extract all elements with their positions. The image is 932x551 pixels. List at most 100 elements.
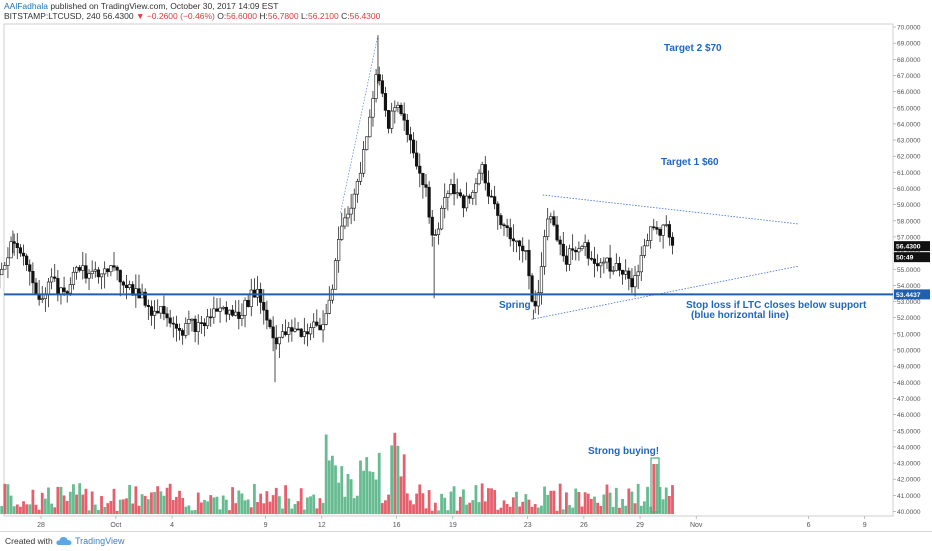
volume-bar <box>243 500 247 514</box>
volume-bar <box>502 500 506 514</box>
candle-body <box>611 270 615 272</box>
volume-bar <box>558 483 562 514</box>
candle-body <box>393 107 397 112</box>
volume-bar <box>53 507 57 514</box>
volume-bar <box>580 506 584 514</box>
volume-bar <box>87 510 91 514</box>
candle-body <box>206 316 210 327</box>
low-label: L: <box>300 11 309 21</box>
volume-bar <box>474 485 478 514</box>
candle-body <box>530 275 534 302</box>
candle-body <box>21 252 26 257</box>
candle-body <box>340 225 344 240</box>
y-tick-label: 69.0000 <box>897 41 921 48</box>
volume-bar <box>652 464 656 514</box>
volume-bar <box>462 489 465 514</box>
candle-body <box>293 328 297 332</box>
candle-body <box>50 276 54 283</box>
volume-bar <box>483 501 487 514</box>
volume-bar <box>296 501 300 514</box>
volume-bar <box>468 502 472 514</box>
volume-bar <box>178 490 181 514</box>
triangle-trendline <box>531 265 800 320</box>
footer: Created with TradingView <box>0 531 932 551</box>
candle-body <box>271 326 275 339</box>
y-tick-label: 64.0000 <box>897 121 921 128</box>
candle-body <box>645 240 650 247</box>
volume-bar <box>134 486 138 514</box>
candle-body <box>433 234 437 236</box>
candle-body <box>268 319 272 328</box>
candle-body <box>212 308 216 318</box>
candle-body <box>390 110 394 129</box>
countdown-badge-bg <box>894 252 930 263</box>
candle-body <box>259 288 263 303</box>
candle-body <box>670 236 675 246</box>
price-chart[interactable]: 40.0000 41.0000 42.0000 43.0000 44.0000 45.00… <box>0 22 932 530</box>
candle-body <box>327 299 331 314</box>
candle-body <box>664 224 668 226</box>
volume-bar <box>671 485 674 514</box>
candle-body <box>571 248 575 251</box>
candle-body <box>642 245 647 256</box>
candle-body <box>159 306 163 314</box>
volume-bar <box>549 490 553 514</box>
price-badge-bg <box>894 241 930 252</box>
volume-bar <box>630 491 634 514</box>
close-value: 56.4300 <box>349 11 381 21</box>
volume-bar <box>240 493 244 514</box>
x-tick-label: 12 <box>318 522 326 529</box>
volume-bar <box>153 492 156 514</box>
candle-body <box>436 228 441 235</box>
y-tick-label: 62.0000 <box>897 154 921 161</box>
y-tick-label: 53.0000 <box>897 299 921 306</box>
candle-body <box>68 284 72 294</box>
candle-body <box>15 243 19 249</box>
tradingview-brand[interactable]: TradingView <box>75 536 125 546</box>
volume-bar <box>193 510 197 514</box>
volume-bar <box>465 504 468 514</box>
volume-bar <box>0 506 4 514</box>
y-tick-label: 59.0000 <box>897 202 921 209</box>
volume-bar <box>237 490 241 514</box>
volume-bar <box>43 498 47 514</box>
volume-bar <box>446 510 450 514</box>
volume-bar <box>368 471 372 514</box>
candle-body <box>78 267 82 271</box>
volume-bar <box>309 496 312 514</box>
candle-body <box>118 269 122 283</box>
candle-body <box>358 172 363 182</box>
volume-bar <box>290 508 294 514</box>
candle-body <box>28 264 32 272</box>
volume-bar <box>636 483 640 514</box>
volume-bar <box>81 494 85 514</box>
volume-bar <box>540 505 543 514</box>
volume-bar <box>427 490 431 514</box>
volume-bar <box>496 509 500 514</box>
author-link[interactable]: AAlFadhala <box>4 1 48 11</box>
candle-body <box>255 288 260 298</box>
volume-bar <box>402 454 406 514</box>
candle-body <box>112 265 116 268</box>
candle-body <box>234 311 238 316</box>
volume-bar <box>530 506 534 514</box>
candle-body <box>318 325 322 331</box>
volume-bar <box>362 470 366 514</box>
candle-body <box>103 268 107 275</box>
candle-body <box>209 316 213 319</box>
candle-body <box>93 269 97 272</box>
candle-body <box>514 240 519 243</box>
candle-body <box>542 236 547 267</box>
volume-bar <box>511 497 515 514</box>
candle-body <box>418 165 422 174</box>
volume-bar <box>518 506 522 514</box>
candle-body <box>262 302 266 311</box>
candle-body <box>290 327 294 332</box>
chart-area[interactable]: 40.0000 41.0000 42.0000 43.0000 44.0000 45.00… <box>0 22 932 530</box>
volume-bar <box>121 499 125 514</box>
volume-bar <box>524 494 528 514</box>
volume-bar <box>384 500 387 514</box>
volume-bar <box>78 483 82 514</box>
candle-body <box>165 313 169 319</box>
publish-date: published on TradingView.com, October 30… <box>50 1 279 11</box>
